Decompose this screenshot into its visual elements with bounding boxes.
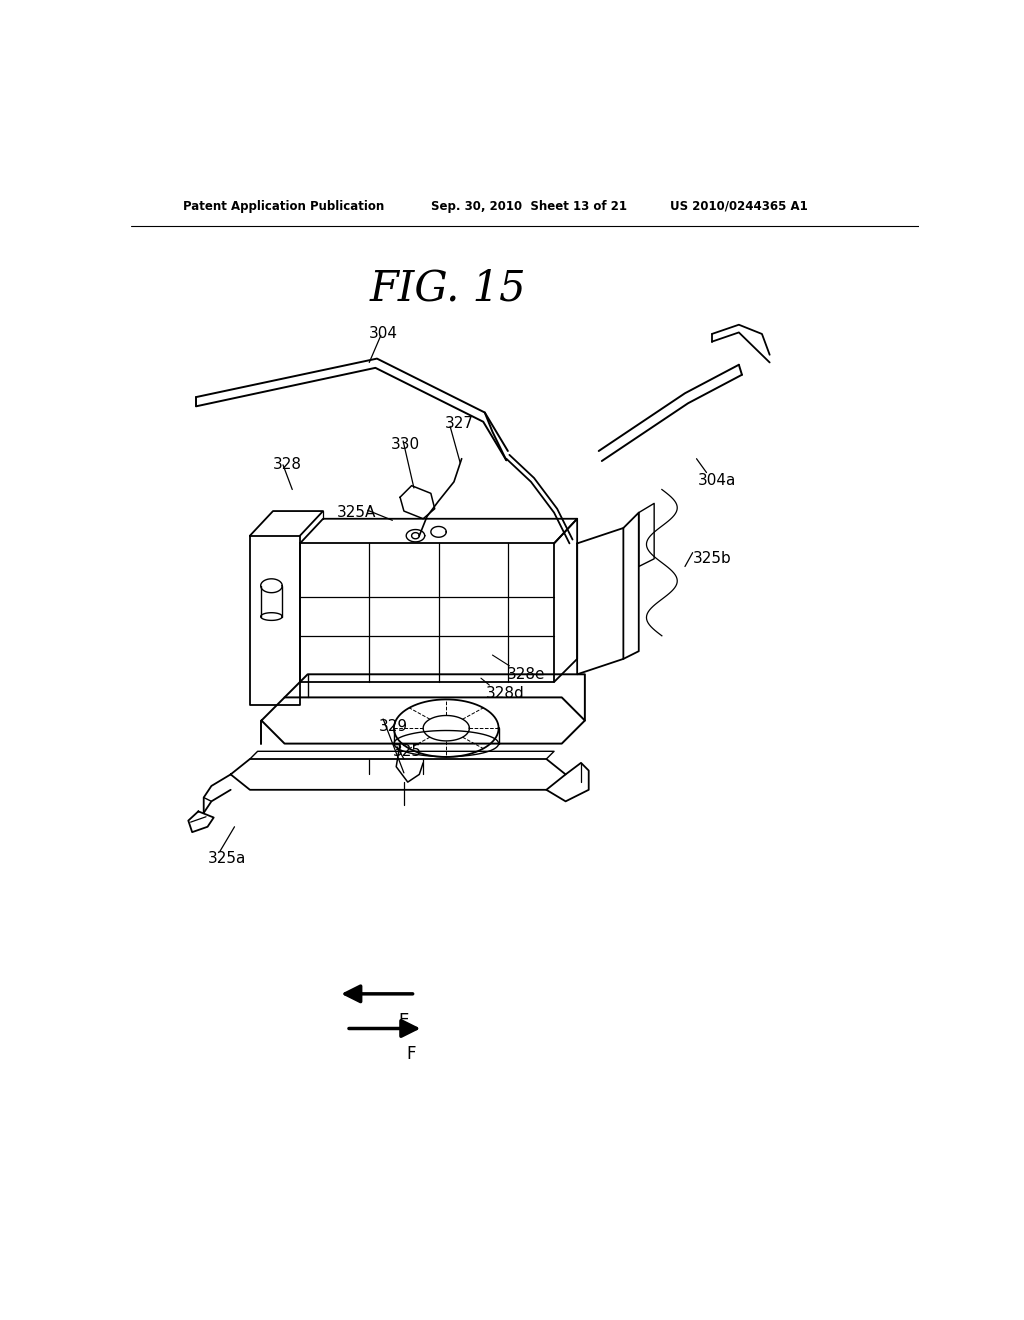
Text: 329: 329	[379, 719, 408, 734]
Text: 328d: 328d	[486, 686, 525, 701]
Text: 327: 327	[444, 416, 474, 432]
Text: 325: 325	[392, 743, 421, 759]
Text: Patent Application Publication: Patent Application Publication	[183, 199, 384, 213]
Text: 325A: 325A	[337, 506, 376, 520]
Text: F: F	[407, 1045, 417, 1064]
Text: 325a: 325a	[208, 851, 246, 866]
Text: 325b: 325b	[692, 552, 731, 566]
Text: 330: 330	[391, 437, 420, 453]
Text: E: E	[398, 1011, 410, 1030]
Text: US 2010/0244365 A1: US 2010/0244365 A1	[670, 199, 807, 213]
Text: FIG. 15: FIG. 15	[370, 268, 526, 310]
Text: 304a: 304a	[698, 473, 736, 487]
Text: 328: 328	[273, 457, 302, 473]
Text: Sep. 30, 2010  Sheet 13 of 21: Sep. 30, 2010 Sheet 13 of 21	[431, 199, 627, 213]
Text: 304: 304	[370, 326, 398, 342]
Text: 328e: 328e	[506, 667, 545, 681]
